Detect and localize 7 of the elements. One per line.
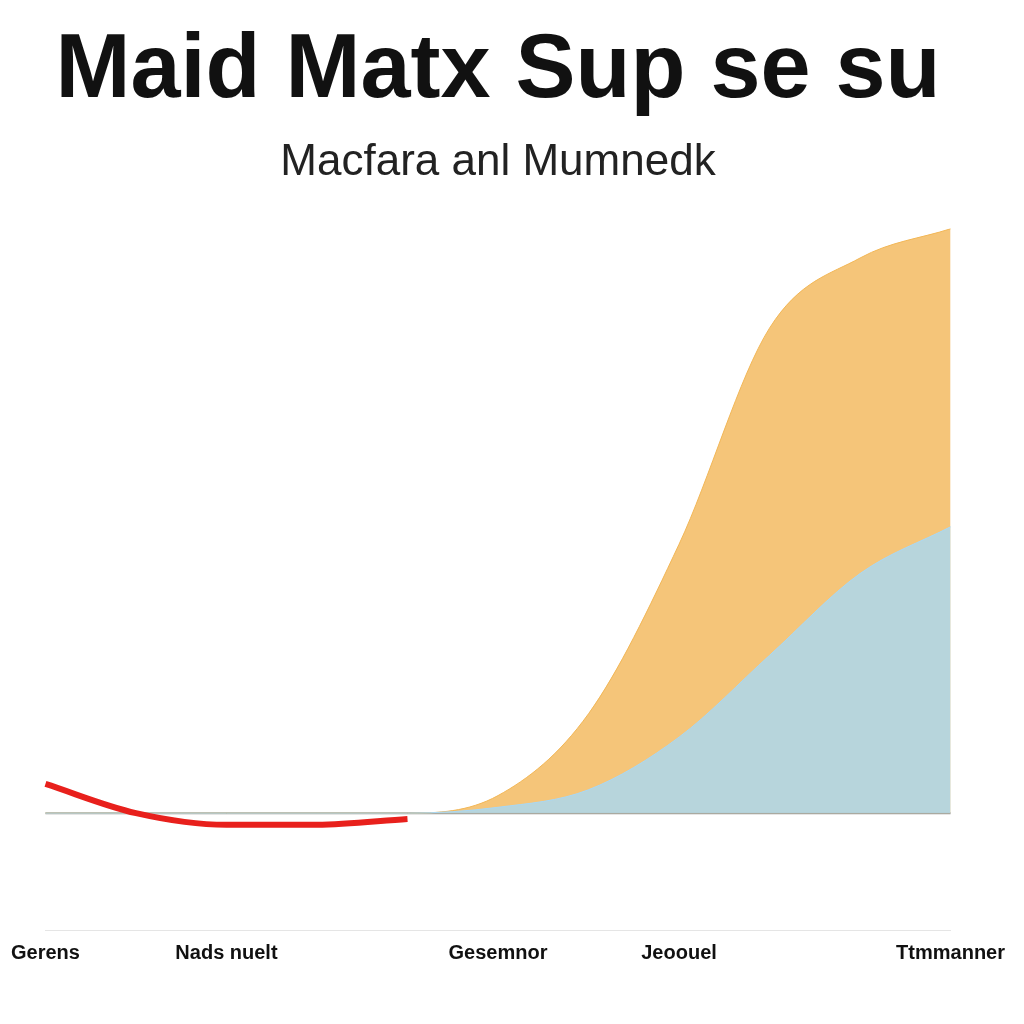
x-tick-label: Jeoouel: [641, 940, 717, 963]
chart-title: Maid Matx Sup se su: [55, 15, 941, 116]
x-tick-label: Nads nuelt: [175, 940, 278, 963]
x-tick-label: Gesemnor: [448, 940, 548, 963]
x-tick-label: Gerens: [10, 940, 80, 963]
x-tick-label: Ttmmanner: [896, 940, 1006, 963]
chart-subtitle: Macfara anl Mumnedk: [280, 134, 717, 184]
